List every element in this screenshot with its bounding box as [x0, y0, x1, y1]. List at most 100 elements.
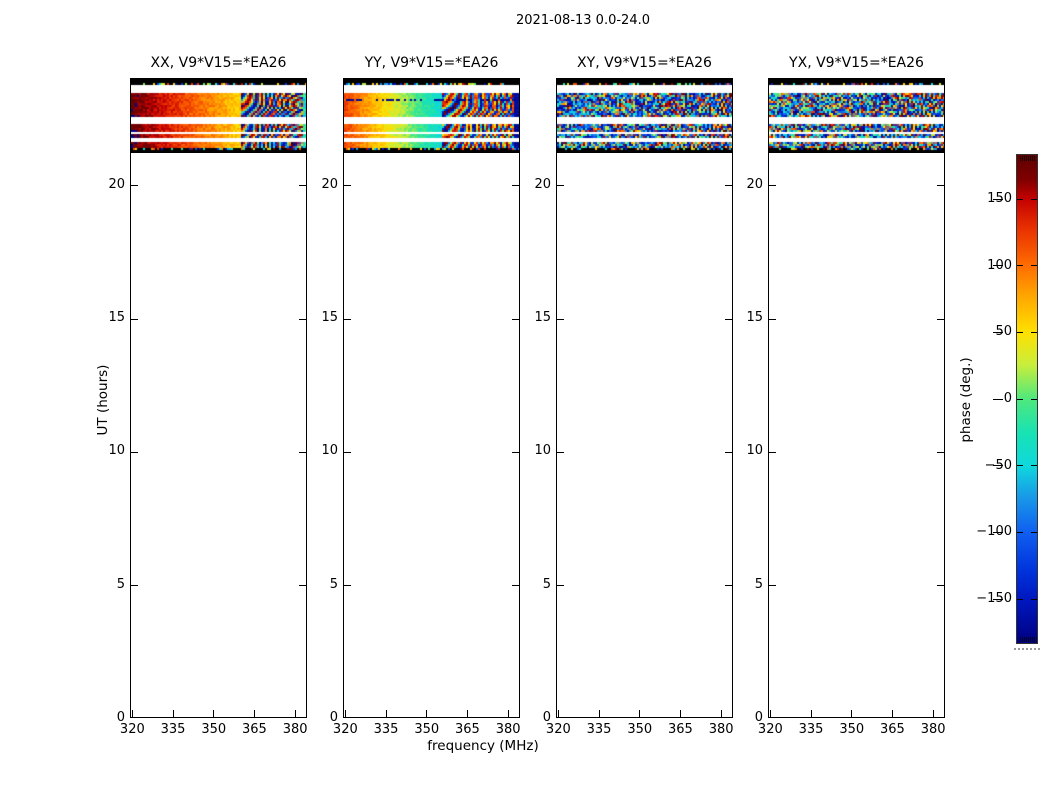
colorbar-gradient: [1017, 155, 1037, 643]
colorbar-outer-tick: [993, 531, 1003, 533]
y-major-tick: [557, 185, 564, 187]
y-major-tick: [725, 185, 732, 187]
x-major-tick: [851, 710, 853, 717]
y-tick-label: 20: [746, 176, 763, 192]
x-major-tick: [131, 710, 133, 717]
x-tick-label: 335: [160, 722, 186, 737]
colorbar-end-minor-tick: [1024, 156, 1025, 161]
colorbar-tick-label: −100: [976, 524, 1012, 540]
colorbar-end-minor-tick: [1028, 156, 1029, 161]
colorbar-tick: [1017, 198, 1023, 200]
x-tick-label: 365: [455, 722, 480, 737]
y-major-tick: [769, 185, 776, 187]
y-major-tick: [937, 585, 944, 587]
colorbar-end-minor-tick: [1022, 156, 1023, 161]
colorbar-tick: [1017, 465, 1023, 467]
panel-yx: [768, 78, 945, 718]
colorbar-end-minor-tick: [1026, 156, 1027, 161]
panel-xy: [556, 78, 733, 718]
figure-title: 2021-08-13 0.0-24.0: [516, 13, 650, 28]
colorbar-outer-tick: [993, 465, 1003, 467]
x-major-tick: [466, 710, 468, 717]
x-major-tick: [385, 710, 387, 717]
x-tick-label: 320: [757, 722, 783, 737]
data-band-canvas-xx: [131, 79, 306, 153]
x-major-tick: [810, 710, 812, 717]
x-tick-label: 320: [119, 722, 145, 737]
y-tick-label: 15: [321, 310, 338, 325]
y-tick-label: 10: [321, 443, 338, 459]
data-band-canvas-yx: [769, 79, 944, 153]
y-tick-label: 10: [534, 443, 551, 459]
x-tick-label: 380: [495, 722, 521, 737]
y-major-tick: [557, 318, 564, 320]
colorbar-tick: [1017, 598, 1023, 600]
y-major-tick: [512, 585, 519, 587]
y-tick-label: 15: [108, 310, 125, 325]
panel-title-yy: YY, V9*V15=*EA26: [364, 55, 499, 71]
y-major-tick: [131, 451, 138, 453]
panel-title-xx: XX, V9*V15=*EA26: [150, 55, 287, 71]
y-major-tick: [299, 585, 306, 587]
panel-title-yx: YX, V9*V15=*EA26: [789, 55, 924, 71]
y-tick-label: 5: [116, 576, 125, 592]
y-tick-label: 0: [116, 710, 125, 725]
y-major-tick: [512, 318, 519, 320]
x-major-tick: [172, 710, 174, 717]
y-major-tick: [299, 318, 306, 320]
colorbar-tick: [1031, 598, 1037, 600]
x-tick-label: 350: [839, 722, 865, 737]
y-major-tick: [937, 451, 944, 453]
colorbar-outer-tick: [993, 598, 1003, 600]
colorbar-end-minor-tick: [1030, 637, 1031, 642]
x-tick-label: 365: [668, 722, 693, 737]
y-major-tick: [937, 318, 944, 320]
colorbar-end-minor-tick: [1028, 637, 1029, 642]
x-tick-label: 365: [242, 722, 267, 737]
x-tick-label: 380: [708, 722, 734, 737]
y-tick-label: 10: [746, 443, 763, 459]
colorbar: [1016, 154, 1038, 644]
y-axis-label: UT (hours): [95, 364, 111, 436]
colorbar-outer-tick: [993, 198, 1003, 200]
colorbar-underflow-dots: [1014, 648, 1040, 650]
colorbar-tick: [1031, 331, 1037, 333]
x-tick-label: 380: [282, 722, 308, 737]
colorbar-tick: [1031, 465, 1037, 467]
x-major-tick: [507, 710, 509, 717]
colorbar-tick-label: 0: [1003, 391, 1012, 406]
x-tick-label: 335: [798, 722, 824, 737]
colorbar-tick: [1031, 531, 1037, 533]
y-tick-label: 0: [542, 710, 551, 725]
colorbar-tick-label: −150: [976, 591, 1012, 606]
data-band-canvas-yy: [344, 79, 519, 153]
colorbar-tick: [1017, 531, 1023, 533]
colorbar-end-minor-tick: [1026, 637, 1027, 642]
y-major-tick: [131, 185, 138, 187]
panel-yy: [343, 78, 520, 718]
y-major-tick: [344, 585, 351, 587]
colorbar-end-minor-tick: [1034, 637, 1035, 642]
y-major-tick: [512, 451, 519, 453]
colorbar-end-minor-tick: [1032, 156, 1033, 161]
colorbar-tick-label: 150: [987, 191, 1012, 206]
y-major-tick: [725, 451, 732, 453]
y-major-tick: [299, 451, 306, 453]
y-major-tick: [725, 585, 732, 587]
x-major-tick: [344, 710, 346, 717]
y-tick-label: 20: [108, 176, 125, 192]
x-major-tick: [426, 710, 428, 717]
colorbar-outer-tick: [993, 331, 1003, 333]
colorbar-end-minor-tick: [1024, 637, 1025, 642]
x-tick-label: 365: [880, 722, 905, 737]
colorbar-end-minor-tick: [1034, 156, 1035, 161]
y-tick-label: 5: [542, 576, 551, 592]
y-tick-label: 15: [746, 310, 763, 325]
colorbar-end-minor-tick: [1020, 156, 1021, 161]
x-tick-label: 335: [373, 722, 399, 737]
y-major-tick: [344, 451, 351, 453]
y-major-tick: [937, 185, 944, 187]
colorbar-outer-tick: [993, 398, 1003, 400]
y-tick-label: 0: [754, 710, 763, 725]
colorbar-tick: [1031, 398, 1037, 400]
